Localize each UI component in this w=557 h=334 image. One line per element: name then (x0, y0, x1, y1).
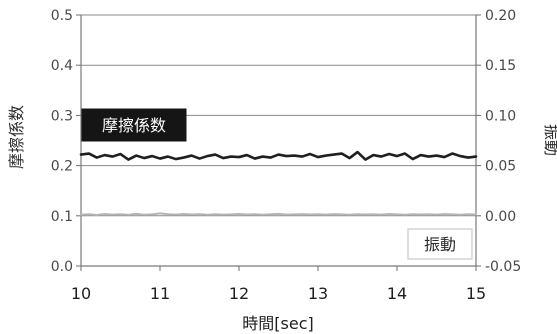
left-y-tick-label: 0.2 (51, 159, 73, 175)
x-tick-label: 10 (71, 284, 91, 303)
right-y-tick-label: 0.20 (485, 8, 516, 24)
right-y-tick-label: -0.05 (485, 259, 521, 275)
x-tick-label: 12 (229, 284, 249, 303)
friction-annotation-label: 摩擦係数 (102, 116, 166, 135)
series-layer (79, 150, 478, 216)
x-tick-label: 15 (466, 284, 486, 303)
x-tick-label: 14 (387, 284, 407, 303)
left-y-tick-label: 0.3 (51, 108, 73, 124)
friction-series-line (79, 150, 478, 161)
vibration-annotation-label: 振動 (424, 235, 456, 254)
left-y-axis-label: 摩擦係数 (7, 105, 26, 169)
x-tick-label: 11 (150, 284, 170, 303)
x-axis-label: 時間[sec] (242, 314, 313, 333)
friction-annotation-box (81, 108, 187, 142)
left-y-tick-label: 0.5 (51, 8, 73, 24)
left-y-tick-label: 0.0 (51, 259, 73, 275)
right-y-axis-label: 振動 (542, 124, 557, 156)
text-layer: 0.0 0.1 0.2 0.3 0.4 0.5 -0.05 0.00 0.05 0.10 0.15 0… (7, 8, 557, 333)
left-y-tick-label: 0.1 (51, 209, 73, 225)
right-y-tick-label: 0.10 (485, 108, 516, 124)
right-y-tick-label: 0.00 (485, 209, 516, 225)
vibration-series-line (80, 212, 477, 216)
right-y-tick-label: 0.05 (485, 159, 516, 175)
left-y-tick-label: 0.4 (51, 58, 73, 74)
axes-layer (76, 14, 481, 271)
right-y-tick-label: 0.15 (485, 58, 516, 74)
x-tick-label: 13 (308, 284, 328, 303)
vibration-annotation-box (407, 228, 473, 260)
